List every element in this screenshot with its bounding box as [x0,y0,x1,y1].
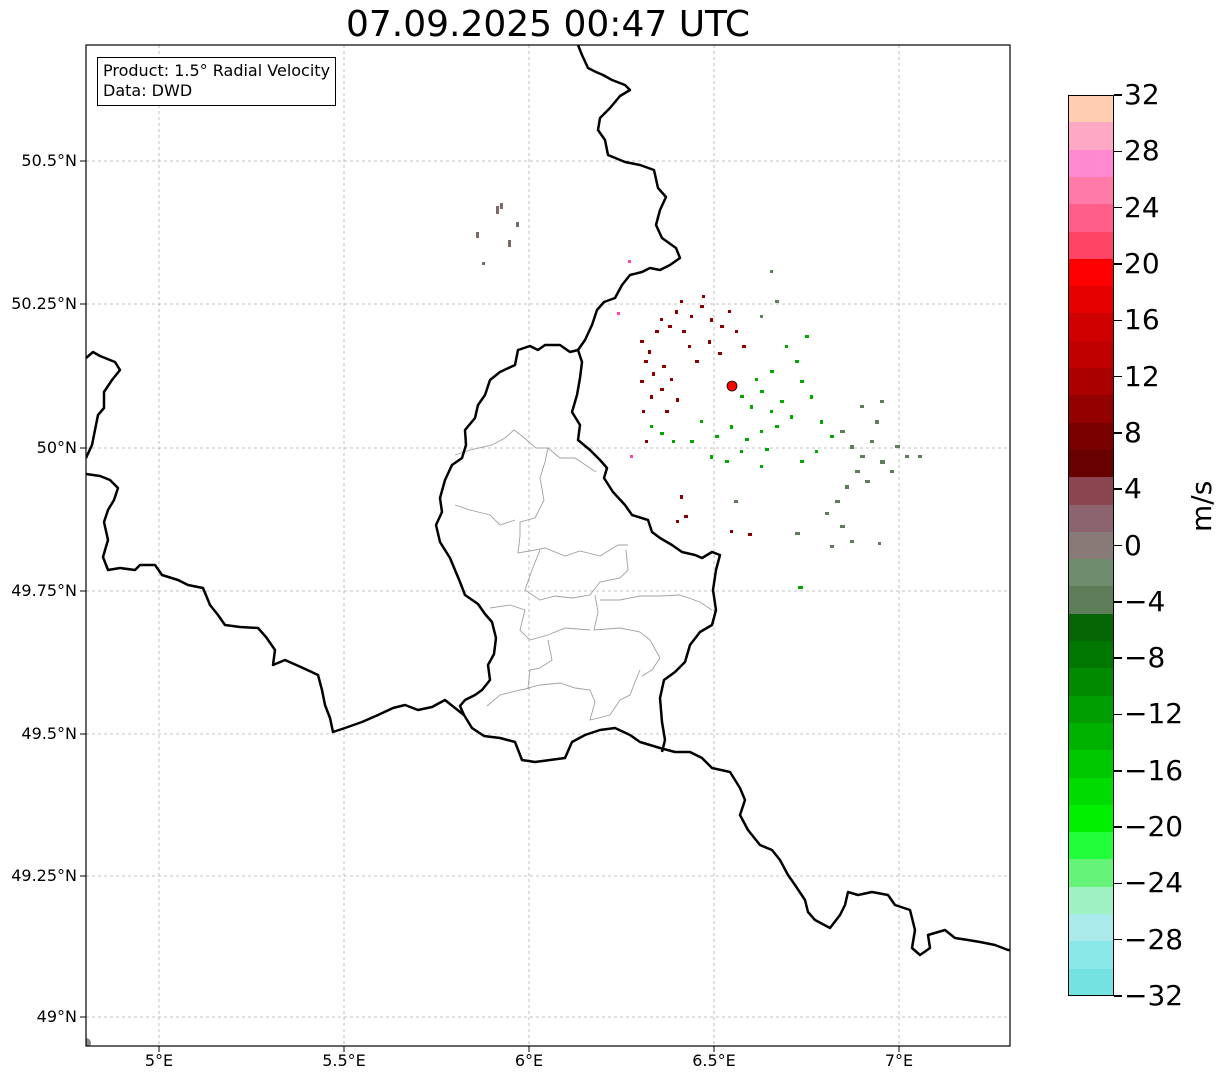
colorbar-segment [1068,505,1114,532]
lat-tick-label: 49.25°N [11,866,77,885]
colorbar-segment [1068,559,1114,586]
colorbar-tick [1114,713,1122,716]
lat-tick-label: 49°N [36,1007,77,1026]
colorbar-tick-label: −20 [1124,810,1184,844]
lon-tick-label: 6.5°E [692,1051,736,1070]
velocity-echoes-near-zero [734,270,922,548]
colorbar-tick [1114,432,1122,434]
colorbar-tick [1114,995,1122,997]
colorbar-tick-label: 16 [1124,303,1160,337]
colorbar-segment [1068,941,1114,969]
colorbar-segment [1068,423,1114,450]
colorbar-segment [1068,887,1114,914]
lon-tick-label: 6°E [514,1051,544,1070]
colorbar-tick-label: 20 [1124,246,1160,280]
colorbar-segment [1068,150,1114,177]
map-gridlines [86,45,1010,1046]
colorbar-frame [1068,95,1114,996]
colorbar-tick [1114,263,1122,265]
colorbar-segment [1068,668,1114,696]
colorbar-tick-label: 0 [1124,528,1142,562]
lon-tick-label: 7°E [884,1051,914,1070]
colorbar-tick-label: 24 [1124,190,1160,224]
colorbar-tick-label: −32 [1124,979,1184,1012]
colorbar-segment [1068,805,1114,832]
map-frame [85,44,1011,1047]
colorbar-tick-label: −28 [1124,922,1184,956]
colorbar-segment [1068,778,1114,805]
colorbar-segment [1068,859,1114,887]
colorbar-tick [1114,544,1122,547]
radar-site-marker [726,380,738,392]
lat-tick-label: 50.5°N [21,151,77,170]
lat-tick-label: 50°N [36,438,77,457]
colorbar-tick [1114,94,1122,96]
colorbar-tick-label: 28 [1124,134,1160,168]
velocity-echoes-strong-inbound [617,260,633,458]
colorbar-segment [1068,95,1114,122]
colorbar-tick [1114,206,1122,209]
product-label: Product: 1.5° Radial Velocity [103,61,331,80]
colorbar-segment [1068,532,1114,559]
colorbar-tick [1114,375,1122,378]
colorbar-segment [1068,450,1114,477]
colorbar-segment [1068,313,1114,341]
map-title: 07.09.2025 00:47 UTC [345,4,751,45]
colorbar-tick-label: −24 [1124,866,1184,900]
colorbar-segment [1068,395,1114,423]
colorbar-tick-label: 8 [1124,415,1142,449]
colorbar-tick-label: −16 [1124,753,1184,787]
lon-tick-label: 5.5°E [322,1051,366,1070]
colorbar-tick [1114,826,1122,828]
colorbar [1068,95,1114,996]
colorbar-tick [1114,488,1122,490]
velocity-echoes-outgoing [640,295,752,536]
product-info-box: Product: 1.5° Radial Velocity Data: DWD [97,57,337,106]
colorbar-segment [1068,614,1114,641]
colorbar-tick-label: 4 [1124,472,1142,506]
colorbar-tick [1114,601,1122,603]
colorbar-tick [1114,657,1122,659]
colorbar-segment [1068,341,1114,368]
colorbar-tick-label: 12 [1124,359,1160,393]
canton-boundaries [454,429,713,721]
colorbar-tick [1114,150,1122,153]
data-source-label: Data: DWD [103,81,193,100]
colorbar-tick [1114,770,1122,772]
colorbar-segment [1068,177,1114,204]
colorbar-segment [1068,641,1114,668]
country-borders [86,45,1010,957]
velocity-echoes-incoming [650,335,834,589]
colorbar-segment [1068,259,1114,286]
colorbar-segment [1068,832,1114,859]
colorbar-tick [1114,882,1122,885]
colorbar-segment [1068,368,1114,395]
colorbar-segment [1068,204,1114,232]
axis-ticks [80,160,900,1052]
colorbar-segment [1068,232,1114,259]
colorbar-segment [1068,122,1114,150]
colorbar-segment [1068,750,1114,778]
lat-tick-label: 49.75°N [11,581,77,600]
colorbar-tick-label: −8 [1124,641,1166,675]
velocity-echoes-clutter [476,203,519,265]
colorbar-segment [1068,914,1114,941]
colorbar-tick-label: 32 [1124,78,1160,111]
lat-tick-label: 50.25°N [11,294,77,313]
colorbar-segment [1068,969,1114,996]
colorbar-segment [1068,723,1114,750]
lat-tick-label: 49.5°N [21,724,77,743]
colorbar-tick-label: −4 [1124,584,1166,618]
colorbar-tick-label: −12 [1124,697,1184,731]
lon-tick-label: 5°E [144,1051,174,1070]
colorbar-segment [1068,477,1114,505]
colorbar-segment [1068,286,1114,313]
colorbar-segment [1068,696,1114,723]
colorbar-unit-label: m/s [1185,480,1218,532]
colorbar-tick [1114,938,1122,941]
colorbar-tick [1114,319,1122,321]
colorbar-segment [1068,586,1114,614]
